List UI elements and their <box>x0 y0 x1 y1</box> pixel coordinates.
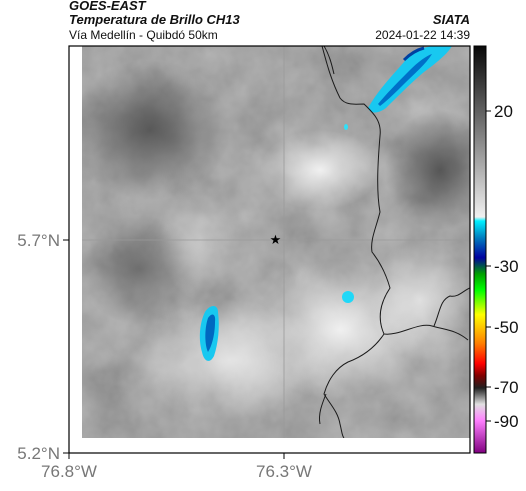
colorbar-tick-label: -70 <box>494 378 519 397</box>
lat-tick-label: 5.7°N <box>17 231 60 250</box>
lon-tick-label: 76.8°W <box>41 462 97 481</box>
colorbar-tick-label: -30 <box>494 257 519 276</box>
region-subtitle: Vía Medellín - Quibdó 50km <box>69 28 218 42</box>
colorbar: 20 -30 -50 -70 -90 <box>473 45 519 454</box>
satellite-name: GOES-EAST <box>69 0 146 13</box>
cold-cloud-top-center <box>342 291 354 303</box>
organization-label: SIATA <box>432 12 470 27</box>
lon-axis: 76.8°W 76.3°W <box>41 453 312 481</box>
product-title: Temperatura de Brillo CH13 <box>69 12 240 27</box>
lat-tick-label: 5.2°N <box>17 444 60 463</box>
lat-axis: 5.7°N 5.2°N <box>17 231 69 463</box>
colorbar-tick-label: -50 <box>494 318 519 337</box>
brightness-temperature-image <box>82 46 470 438</box>
colorbar-tick-label: -90 <box>494 412 519 431</box>
colorbar-tick-label: 20 <box>494 102 513 121</box>
department-border <box>321 46 469 341</box>
timestamp: 2024-01-22 14:39 <box>375 28 470 42</box>
lon-tick-label: 76.3°W <box>256 462 312 481</box>
map-frame <box>68 45 471 454</box>
star-icon: ★ <box>270 233 282 248</box>
